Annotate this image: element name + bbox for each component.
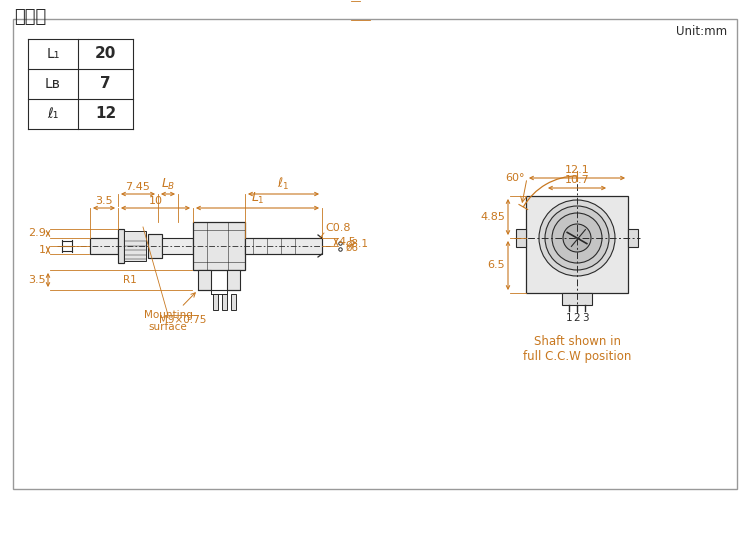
Text: 7: 7 (100, 76, 111, 92)
Text: 4.85: 4.85 (480, 212, 505, 222)
Bar (516, 229, 526, 247)
Text: 外形图: 外形图 (14, 8, 46, 26)
Text: $L_1$: $L_1$ (251, 191, 264, 206)
Text: M9×0.75: M9×0.75 (159, 315, 207, 325)
Text: $\ell_1$: $\ell_1$ (278, 176, 290, 192)
Bar (198, 270, 211, 290)
Bar (213, 294, 218, 310)
Text: R1: R1 (123, 275, 136, 285)
Text: 2.9: 2.9 (28, 228, 46, 239)
Bar (124, 231, 146, 261)
Text: 1: 1 (566, 313, 572, 323)
Text: 1: 1 (39, 245, 46, 255)
Text: Unit:mm: Unit:mm (676, 25, 727, 38)
Text: Shaft shown in
full C.C.W position: Shaft shown in full C.C.W position (523, 335, 632, 363)
Text: 3.5: 3.5 (28, 275, 46, 285)
Text: C0.8: C0.8 (325, 223, 350, 233)
Text: Mounting
surface: Mounting surface (143, 293, 195, 331)
Bar (245, 238, 322, 254)
Bar (227, 270, 240, 290)
Circle shape (563, 224, 591, 252)
Bar (148, 234, 162, 258)
Circle shape (539, 200, 615, 276)
Text: 10: 10 (148, 196, 163, 206)
Bar (222, 294, 227, 310)
Text: 4.5: 4.5 (338, 237, 356, 247)
Circle shape (545, 206, 609, 270)
Text: 2: 2 (574, 313, 580, 323)
Text: $L_B$: $L_B$ (160, 177, 176, 192)
Bar (562, 293, 592, 305)
Text: 6.5: 6.5 (488, 260, 505, 270)
Bar (90, 238, 118, 254)
Text: 60°: 60° (506, 173, 525, 183)
Bar (193, 222, 245, 270)
Text: 3.5: 3.5 (95, 196, 112, 206)
Text: 20: 20 (94, 46, 116, 62)
Text: ø8.1: ø8.1 (346, 239, 369, 249)
Text: 7.45: 7.45 (125, 182, 151, 192)
Circle shape (552, 213, 602, 263)
Bar (118, 229, 124, 263)
Text: 12.1: 12.1 (565, 165, 590, 175)
Text: 10.7: 10.7 (565, 175, 590, 185)
Text: 12: 12 (94, 106, 116, 122)
Bar (628, 229, 638, 247)
Text: Lʙ: Lʙ (45, 77, 61, 91)
Bar (162, 238, 193, 254)
Text: L₁: L₁ (46, 47, 60, 61)
Bar (13, 19, 737, 489)
Text: ℓ₁: ℓ₁ (47, 107, 58, 121)
Bar (231, 294, 236, 310)
Text: 3: 3 (582, 313, 588, 323)
Bar (526, 196, 628, 293)
Text: ø6: ø6 (346, 243, 359, 253)
